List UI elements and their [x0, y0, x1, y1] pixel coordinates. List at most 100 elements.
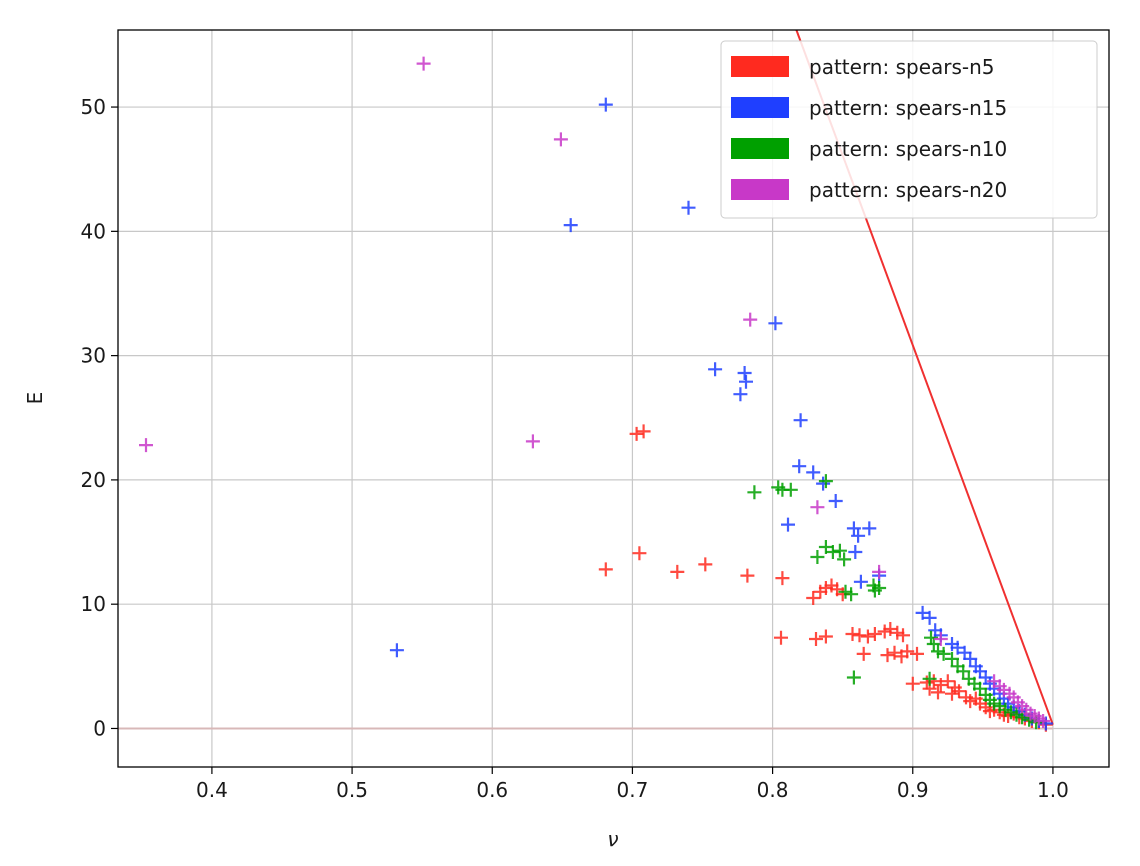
- data-point: [900, 644, 915, 659]
- data-point: [525, 434, 540, 449]
- x-tick-label: 0.9: [897, 778, 929, 802]
- data-point: [810, 550, 825, 564]
- data-point: [952, 684, 966, 699]
- data-point: [844, 587, 859, 602]
- data-point: [845, 627, 860, 641]
- legend-swatch: [731, 97, 789, 118]
- data-point: [825, 545, 840, 559]
- data-point: [774, 630, 788, 645]
- legend-swatch: [731, 56, 789, 77]
- legend-box: [720, 40, 1098, 219]
- x-tick-label: 0.6: [476, 778, 508, 802]
- data-point: [416, 56, 431, 71]
- data-point: [853, 574, 868, 589]
- y-tick-label: 30: [81, 344, 106, 368]
- data-point: [856, 646, 871, 661]
- y-tick-label: 20: [81, 468, 106, 492]
- data-point: [629, 426, 644, 441]
- data-point: [910, 646, 924, 661]
- data-point: [739, 374, 753, 389]
- data-point: [963, 651, 978, 666]
- data-point: [940, 674, 955, 689]
- y-axis-title: E: [23, 392, 47, 405]
- legend: pattern: spears-n5 pattern: spears-n15 pat…: [720, 40, 1098, 219]
- y-tick-label: 10: [81, 592, 106, 616]
- x-axis-ticks: 0.4 0.5 0.6 0.7 0.8 0.9 1.0: [196, 767, 1069, 802]
- y-tick-label: 0: [93, 716, 106, 740]
- data-point: [828, 494, 843, 508]
- data-point: [866, 578, 881, 593]
- data-point: [698, 557, 713, 572]
- y-tick-label: 50: [81, 95, 106, 119]
- x-tick-label: 0.4: [196, 778, 228, 802]
- data-point: [837, 552, 852, 567]
- data-point: [389, 643, 404, 658]
- data-point: [740, 568, 755, 583]
- series-points: [139, 56, 1051, 728]
- x-tick-label: 1.0: [1037, 778, 1069, 802]
- data-point: [816, 476, 831, 491]
- data-point: [818, 629, 833, 644]
- legend-label: pattern: spears-n20: [809, 178, 1007, 202]
- legend-swatch: [731, 179, 789, 200]
- data-point: [867, 627, 882, 641]
- data-point: [743, 312, 758, 327]
- data-point: [563, 218, 578, 233]
- y-tick-label: 40: [81, 219, 106, 243]
- data-point: [880, 648, 895, 663]
- legend-label: pattern: spears-n5: [809, 55, 995, 79]
- data-point: [681, 200, 696, 215]
- data-point: [810, 500, 825, 515]
- data-point: [670, 564, 685, 579]
- x-tick-label: 0.8: [757, 778, 789, 802]
- data-point: [768, 316, 783, 331]
- data-point: [922, 671, 937, 686]
- data-point: [860, 629, 875, 644]
- data-point: [553, 132, 568, 147]
- data-point: [598, 97, 613, 112]
- data-point: [806, 465, 821, 480]
- data-points: [139, 56, 1053, 732]
- legend-swatch: [731, 138, 789, 159]
- data-point: [905, 676, 920, 691]
- data-point: [922, 610, 937, 625]
- data-point: [598, 562, 613, 577]
- data-point: [846, 521, 861, 536]
- data-point: [848, 545, 863, 559]
- data-point: [781, 517, 795, 532]
- data-point: [1036, 714, 1051, 728]
- data-point: [924, 630, 938, 645]
- plot-frame: [117, 29, 1110, 768]
- x-tick-label: 0.5: [336, 778, 368, 802]
- data-point: [747, 485, 762, 500]
- data-point: [852, 628, 867, 643]
- data-point: [818, 474, 833, 489]
- data-point: [945, 651, 959, 666]
- data-point: [956, 664, 971, 679]
- series-points: [747, 474, 1044, 730]
- legend-label: pattern: spears-n10: [809, 137, 1007, 161]
- data-point: [936, 646, 951, 661]
- data-point: [945, 686, 959, 701]
- data-point: [636, 424, 651, 439]
- data-point: [793, 413, 808, 428]
- data-point: [708, 362, 723, 377]
- legend-label: pattern: spears-n15: [809, 96, 1007, 120]
- data-point: [792, 459, 807, 474]
- data-point: [139, 438, 153, 453]
- data-point: [783, 482, 798, 497]
- data-point: [737, 366, 752, 380]
- data-point: [851, 528, 866, 543]
- data-point: [806, 591, 821, 605]
- x-axis-title: ν: [607, 827, 618, 851]
- data-point: [931, 685, 945, 700]
- data-point: [872, 564, 887, 579]
- data-point: [809, 632, 823, 646]
- data-point: [832, 543, 847, 558]
- x-tick-label: 0.7: [617, 778, 649, 802]
- data-point: [896, 628, 910, 643]
- data-point: [775, 571, 790, 586]
- y-axis-ticks: 0 10 20 30 40 50: [81, 95, 118, 740]
- data-point: [632, 546, 647, 561]
